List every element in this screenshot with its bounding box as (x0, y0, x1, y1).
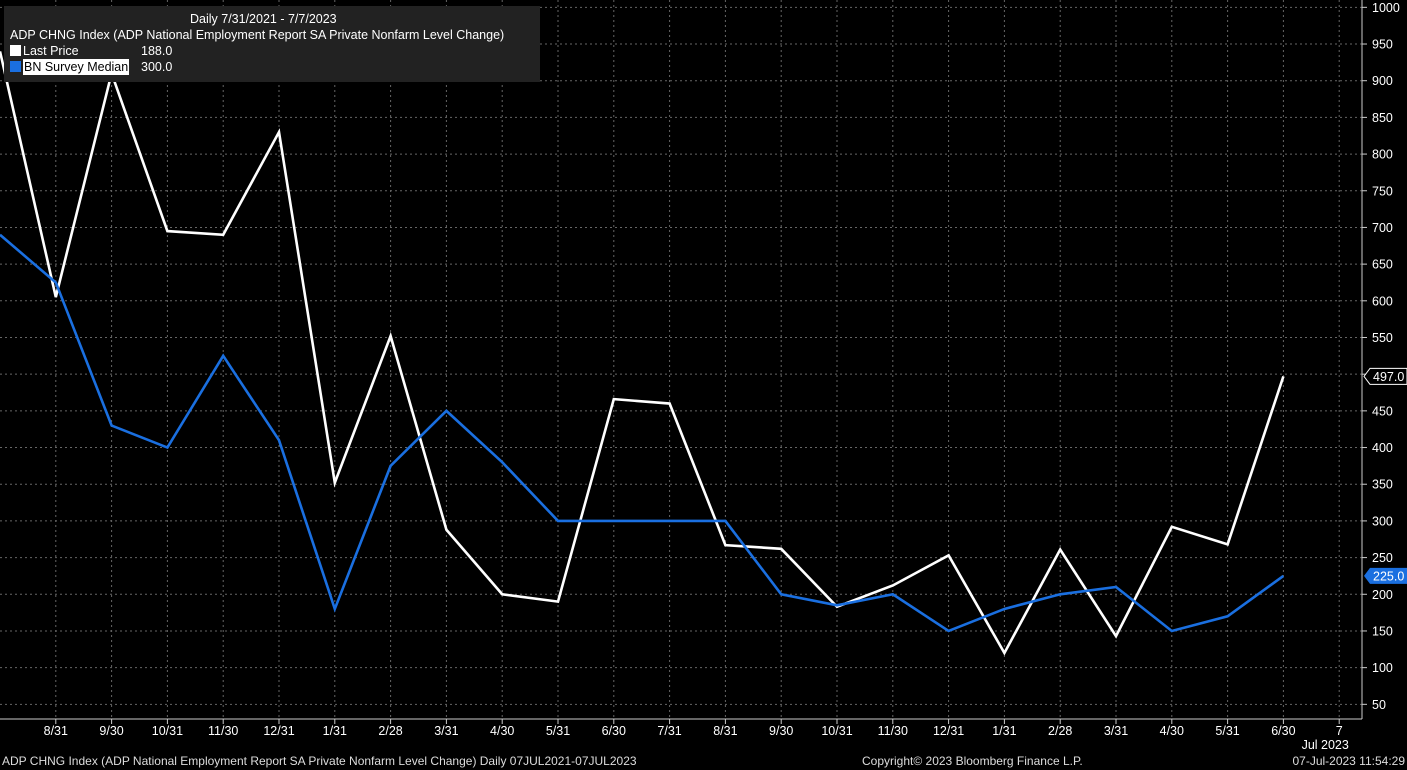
x-tick-label: 11/30 (878, 724, 908, 738)
x-tick-label: 6/30 (1271, 724, 1295, 738)
legend-value: 188.0 (141, 44, 173, 58)
x-tick-label: 7/31 (657, 724, 681, 738)
y-tick-label: 100 (1372, 661, 1393, 675)
x-tick-label: 7 (1336, 724, 1343, 738)
legend-swatch-blue (10, 61, 21, 72)
legend-label: BN Survey Median (23, 59, 130, 75)
x-tick-label: 10/31 (821, 724, 852, 738)
x-tick-label: 9/30 (99, 724, 123, 738)
y-tick-label: 950 (1372, 38, 1393, 52)
legend-item-survey-median[interactable]: BN Survey Median 300.0 (10, 59, 172, 75)
y-tick-label: 550 (1372, 331, 1393, 345)
x-tick-label: 4/30 (490, 724, 514, 738)
series-lines (0, 51, 1285, 656)
x-tick-label: 5/31 (1215, 724, 1239, 738)
last-value-label: 497.0 (1373, 370, 1404, 384)
x-tick-label: 11/30 (208, 724, 238, 738)
x-tick-label: 5/31 (546, 724, 570, 738)
y-tick-label: 850 (1372, 111, 1393, 125)
axis-lines (0, 0, 1363, 720)
y-tick-label: 300 (1372, 514, 1393, 528)
y-tick-label: 700 (1372, 221, 1393, 235)
legend-box: Daily 7/31/2021 - 7/7/2023 ADP CHNG Inde… (4, 6, 540, 82)
legend-index-name: ADP CHNG Index (ADP National Employment … (10, 28, 505, 42)
y-tick-label: 250 (1372, 551, 1393, 565)
grid-lines (0, 0, 1362, 719)
legend-value: 300.0 (141, 60, 173, 74)
last-value-marker (1364, 567, 1407, 584)
y-tick-label: 150 (1372, 624, 1393, 638)
x-tick-label: 8/31 (713, 724, 737, 738)
footer-copyright: Copyright© 2023 Bloomberg Finance L.P. (862, 754, 1083, 768)
x-tick-label: 9/30 (769, 724, 793, 738)
y-axis-ticks: 5010015020025030035040045050055060065070… (1362, 1, 1400, 712)
x-tick-label: 1/31 (992, 724, 1016, 738)
x-tick-label: 2/28 (378, 724, 402, 738)
footer-timestamp: 07-Jul-2023 11:54:29 (1292, 754, 1405, 768)
footer-description: ADP CHNG Index (ADP National Employment … (2, 754, 637, 768)
y-tick-label: 450 (1372, 404, 1393, 418)
x-year-label: Jul 2023 (1302, 738, 1349, 752)
y-tick-label: 200 (1372, 588, 1393, 602)
x-tick-label: 10/31 (152, 724, 183, 738)
x-tick-label: 3/31 (434, 724, 458, 738)
legend-period: Daily 7/31/2021 - 7/7/2023 (190, 12, 337, 26)
x-tick-label: 1/31 (323, 724, 347, 738)
y-tick-label: 650 (1372, 258, 1393, 272)
x-axis-ticks: 8/31 9/30 10/31 11/30 12/31 1/31 2/28 3/31 4/30 5… (44, 719, 1349, 752)
x-tick-label: 8/31 (44, 724, 68, 738)
legend-label: Last Price (23, 44, 79, 58)
x-tick-label: 12/31 (933, 724, 964, 738)
x-tick-label: 2/28 (1048, 724, 1072, 738)
last-value-marker (1363, 367, 1407, 385)
x-tick-label: 12/31 (263, 724, 294, 738)
legend-item-last-price[interactable]: Last Price 188.0 (10, 43, 172, 59)
y-tick-label: 900 (1372, 74, 1393, 88)
series-line-last-price (0, 51, 1285, 656)
y-tick-label: 1000 (1372, 1, 1400, 15)
y-tick-label: 800 (1372, 148, 1393, 162)
last-value-labels: 497.0 225.0 (1363, 367, 1407, 584)
legend-swatch-white (10, 45, 21, 56)
y-tick-label: 600 (1372, 294, 1393, 308)
y-tick-label: 50 (1372, 698, 1386, 712)
y-tick-label: 750 (1372, 184, 1393, 198)
x-tick-label: 4/30 (1160, 724, 1184, 738)
y-tick-label: 400 (1372, 441, 1393, 455)
series-line-survey-median (0, 233, 1285, 633)
y-tick-label: 350 (1372, 478, 1393, 492)
last-value-label: 225.0 (1373, 569, 1404, 583)
x-tick-label: 6/30 (602, 724, 626, 738)
x-tick-label: 3/31 (1104, 724, 1128, 738)
